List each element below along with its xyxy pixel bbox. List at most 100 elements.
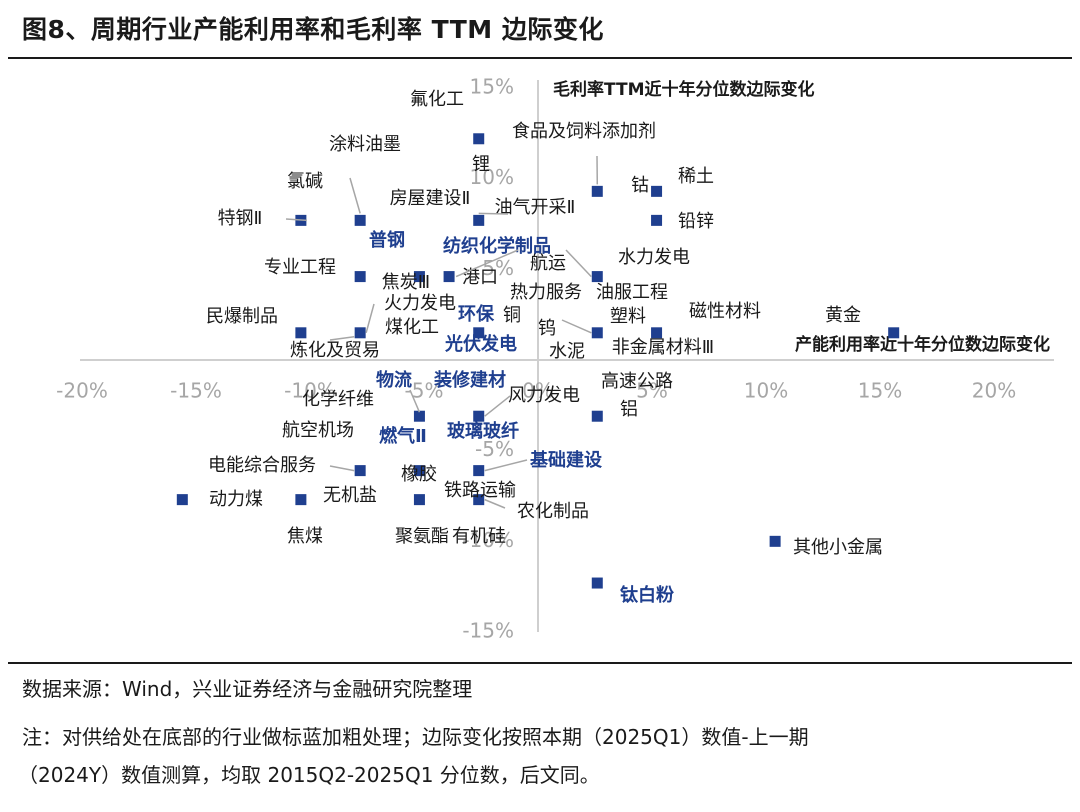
data-point (413, 494, 425, 506)
data-point (473, 214, 485, 226)
point-label: 氯碱 (287, 171, 323, 192)
point-label: 黄金 (825, 305, 861, 326)
y-tick-label: 15% (470, 75, 514, 99)
point-label: 农化制品 (517, 501, 589, 522)
data-point (354, 271, 366, 283)
data-point (473, 410, 485, 422)
point-label: 玻璃玻纤 (447, 420, 519, 442)
point-label: 炼化及贸易 (290, 340, 380, 361)
point-label: 铁路运输 (444, 480, 516, 501)
x-tick-label: -15% (170, 379, 222, 403)
x-tick-label: 20% (972, 379, 1016, 403)
y-tick-label: -10% (462, 528, 514, 552)
data-point (295, 327, 307, 339)
point-label: 其他小金属 (793, 537, 883, 558)
data-point (473, 465, 485, 477)
point-label: 民爆制品 (206, 306, 278, 327)
point-label: 塑料 (610, 306, 646, 327)
y-tick-label: 10% (470, 165, 514, 189)
leader-line (484, 498, 506, 509)
data-point (473, 327, 485, 339)
point-label: 水泥 (549, 341, 585, 362)
data-point (591, 577, 603, 589)
data-point (354, 465, 366, 477)
scatter-chart: -20% -15% -10% -5% 0% 5% 10% 15% 20%15%10%5%-5%-… (56, 75, 1054, 643)
data-point (413, 465, 425, 477)
data-point (769, 535, 781, 547)
data-point (176, 494, 188, 506)
point-label: 焦煤 (287, 526, 323, 547)
x-tick-label: -20% (56, 379, 108, 403)
point-label: 环保 (458, 303, 495, 325)
leader-line (409, 389, 421, 413)
x-tick-label: 10% (744, 379, 788, 403)
x-tick-label: -10% (284, 379, 336, 403)
data-point (473, 494, 485, 506)
leader-line (365, 303, 375, 333)
point-label: 热力服务 (510, 282, 582, 303)
x-tick-label: 5% (636, 379, 668, 403)
point-label: 氟化工 (410, 89, 464, 110)
data-point (443, 271, 455, 283)
point-label: 物流 (376, 369, 412, 391)
data-point (473, 133, 485, 145)
leader-line (565, 249, 592, 278)
chart-title: 图8、周期行业产能利用率和毛利率 TTM 边际变化 (22, 15, 604, 44)
data-point (354, 214, 366, 226)
point-label: 油服工程 (596, 282, 668, 303)
data-point (651, 185, 663, 197)
point-label: 磁性材料 (689, 301, 761, 322)
data-point (591, 185, 603, 197)
leader-line (484, 459, 528, 472)
point-label: 纺织化学制品 (443, 235, 551, 257)
footnote-line-1: 注：对供给处在底部的行业做标蓝加粗处理；边际变化按照本期（2025Q1）数值-上… (22, 725, 809, 749)
y-tick-label: -15% (462, 619, 514, 643)
point-label: 装修建材 (434, 369, 506, 391)
data-point (651, 327, 663, 339)
leader-line (484, 395, 511, 417)
x-tick-label: 0% (522, 379, 554, 403)
point-label: 特钢Ⅱ (218, 208, 263, 229)
point-label: 动力煤 (209, 489, 263, 510)
point-label: 化学纤维 (302, 389, 374, 410)
point-label: 专业工程 (264, 257, 336, 278)
point-label: 钨 (538, 318, 556, 339)
data-point (591, 410, 603, 422)
point-label: 无机盐 (323, 485, 377, 506)
point-label: 稀土 (678, 166, 714, 187)
leader-line (329, 336, 355, 341)
point-label: 聚氨酯 (395, 526, 449, 547)
point-label: 有机硅 (452, 526, 506, 547)
data-point (295, 494, 307, 506)
data-point (591, 327, 603, 339)
leader-line (349, 177, 361, 214)
leader-line (478, 212, 509, 215)
point-label: 普钢 (369, 229, 405, 251)
point-label: 钴 (631, 175, 649, 196)
point-label: 涂料油墨 (329, 134, 401, 155)
point-label: 铝 (620, 399, 638, 420)
data-point (354, 327, 366, 339)
point-label: 航运 (530, 253, 566, 274)
point-label: 基础建设 (529, 449, 602, 471)
point-label: 光伏发电 (444, 333, 517, 355)
point-label: 煤化工 (385, 317, 439, 338)
top-rule (8, 57, 1072, 59)
point-label: 非金属材料Ⅲ (612, 337, 714, 358)
point-label: 食品及饲料添加剂 (512, 121, 656, 142)
y-axis-title: 毛利率TTM近十年分位数边际变化 (553, 79, 815, 100)
data-point (651, 214, 663, 226)
point-label: 焦炭Ⅲ (382, 272, 430, 293)
point-label: 港口 (462, 267, 498, 288)
point-label: 橡胶 (401, 464, 437, 485)
point-label: 航空机场 (282, 420, 354, 441)
leader-line (285, 218, 307, 222)
point-label: 铅锌 (678, 211, 714, 232)
point-label: 锂 (472, 154, 490, 175)
data-point (591, 271, 603, 283)
data-point (413, 410, 425, 422)
bottom-rule (8, 662, 1072, 664)
point-label: 油气开采Ⅱ (495, 197, 576, 218)
point-label: 燃气Ⅱ (379, 425, 427, 447)
y-tick-label: -5% (475, 437, 514, 461)
